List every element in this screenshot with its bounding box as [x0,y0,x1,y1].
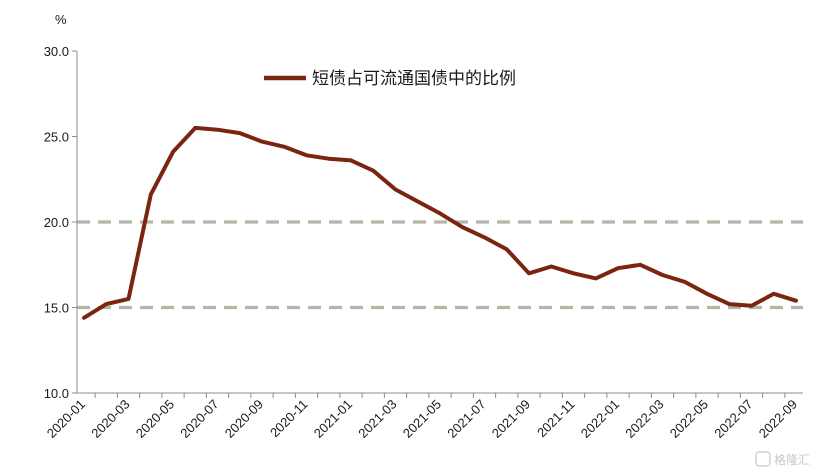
x-tick-label: 2021-07 [444,397,488,441]
x-tick-label: 2021-09 [489,397,533,441]
series-line [82,125,798,320]
y-axis-unit-label: % [55,12,67,27]
x-axis-ticks: 2020-01 2020-03 2020-05 2020-07 2020-09 2020-… [44,393,800,441]
x-tick-label: 2021-03 [355,397,399,441]
x-tick-label: 2021-01 [311,397,355,441]
y-tick-label: 15.0 [44,301,69,316]
x-tick-label: 2022-03 [622,397,666,441]
watermark-text: 格隆汇 [774,452,810,467]
legend-label: 短债占可流通国债中的比例 [312,69,516,89]
reference-lines [77,220,803,310]
x-tick-label: 2022-09 [756,397,800,441]
legend: 短债占可流通国债中的比例 [264,69,516,89]
x-tick-label: 2022-05 [667,397,711,441]
y-tick-label: 30.0 [44,44,69,59]
y-axis-ticks: 10.0 15.0 20.0 25.0 30.0 [44,44,77,401]
x-tick-label: 2020-03 [88,397,132,441]
series-group [82,125,798,320]
x-tick-label: 2020-07 [177,397,221,441]
x-tick-label: 2020-01 [44,397,88,441]
x-tick-label: 2020-11 [267,397,311,441]
y-tick-label: 20.0 [44,215,69,230]
x-tick-label: 2020-05 [133,397,177,441]
x-tick-label: 2021-11 [534,397,578,441]
x-tick-label: 2022-01 [578,397,622,441]
watermark: 格隆汇 [755,451,810,467]
y-tick-label: 25.0 [44,130,69,145]
x-tick-label: 2022-07 [711,397,755,441]
y-tick-label: 10.0 [44,386,69,401]
watermark-logo-icon [755,451,771,467]
x-tick-label: 2020-09 [222,397,266,441]
x-tick-label: 2021-05 [400,397,444,441]
